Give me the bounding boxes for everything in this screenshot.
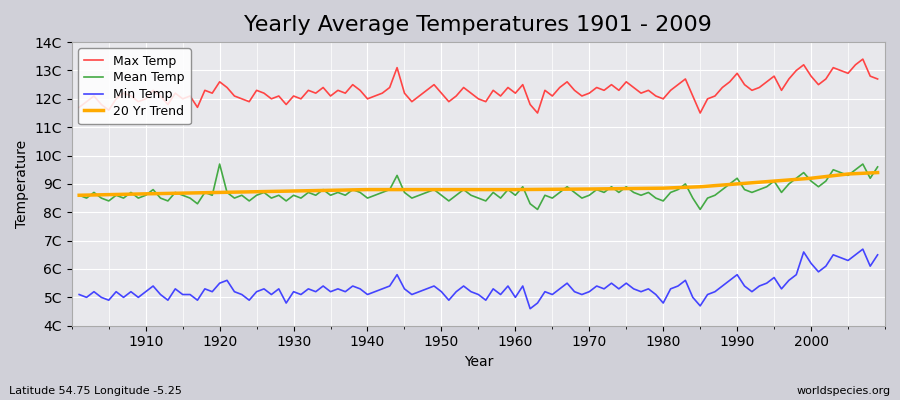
Line: Max Temp: Max Temp: [79, 59, 878, 113]
Mean Temp: [214, 162, 225, 166]
Mean Temp: [303, 190, 314, 195]
20 Yr Trend: [362, 187, 373, 192]
Min Temp: [872, 252, 883, 257]
20 Yr Trend: [872, 170, 883, 175]
Mean Temp: [872, 164, 883, 169]
Min Temp: [858, 247, 868, 252]
Mean Temp: [532, 207, 543, 212]
20 Yr Trend: [842, 172, 853, 176]
Min Temp: [295, 292, 306, 297]
X-axis label: Year: Year: [464, 355, 493, 369]
Min Temp: [502, 284, 513, 288]
20 Yr Trend: [510, 187, 521, 192]
Max Temp: [532, 111, 543, 116]
Text: Latitude 54.75 Longitude -5.25: Latitude 54.75 Longitude -5.25: [9, 386, 182, 396]
Line: 20 Yr Trend: 20 Yr Trend: [79, 172, 878, 195]
Mean Temp: [74, 193, 85, 198]
Min Temp: [340, 289, 351, 294]
20 Yr Trend: [806, 176, 816, 181]
Mean Temp: [510, 193, 521, 198]
20 Yr Trend: [436, 187, 446, 192]
20 Yr Trend: [584, 187, 595, 192]
Max Temp: [502, 85, 513, 90]
20 Yr Trend: [769, 179, 779, 184]
20 Yr Trend: [74, 193, 85, 198]
Min Temp: [133, 295, 144, 300]
Mean Temp: [614, 190, 625, 195]
20 Yr Trend: [214, 190, 225, 195]
Max Temp: [858, 57, 868, 62]
Max Temp: [133, 99, 144, 104]
20 Yr Trend: [288, 189, 299, 194]
Line: Mean Temp: Mean Temp: [79, 164, 878, 210]
Min Temp: [74, 292, 85, 297]
Max Temp: [340, 91, 351, 96]
Title: Yearly Average Temperatures 1901 - 2009: Yearly Average Temperatures 1901 - 2009: [245, 15, 712, 35]
Max Temp: [510, 91, 521, 96]
Max Temp: [295, 96, 306, 101]
Min Temp: [510, 295, 521, 300]
Mean Temp: [133, 196, 144, 200]
20 Yr Trend: [140, 192, 151, 196]
Mean Temp: [347, 187, 358, 192]
Line: Min Temp: Min Temp: [79, 249, 878, 309]
Max Temp: [872, 76, 883, 81]
Legend: Max Temp, Mean Temp, Min Temp, 20 Yr Trend: Max Temp, Mean Temp, Min Temp, 20 Yr Tre…: [78, 48, 191, 124]
Max Temp: [606, 82, 616, 87]
Min Temp: [606, 281, 616, 286]
Min Temp: [525, 306, 535, 311]
Mean Temp: [518, 184, 528, 189]
20 Yr Trend: [732, 182, 742, 186]
Text: worldspecies.org: worldspecies.org: [796, 386, 891, 396]
Y-axis label: Temperature: Temperature: [15, 140, 29, 228]
20 Yr Trend: [695, 184, 706, 189]
20 Yr Trend: [658, 186, 669, 190]
Max Temp: [74, 105, 85, 110]
